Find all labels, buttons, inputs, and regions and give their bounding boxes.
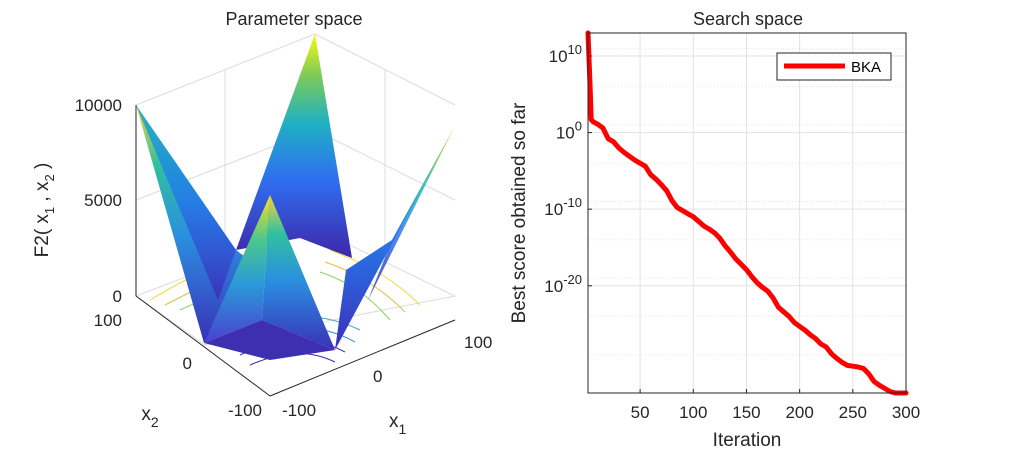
x2-axis-label: x2 <box>141 404 159 430</box>
z-tick: 0 <box>113 287 122 306</box>
x1-axis-label: x1 <box>389 411 407 437</box>
x-tick-label: 150 <box>732 403 760 422</box>
legend-label: BKA <box>851 59 881 76</box>
x-tick-label: 100 <box>679 403 707 422</box>
x2-tick: -100 <box>228 401 262 420</box>
x-tick-label: 200 <box>785 403 813 422</box>
surface-title: Parameter space <box>225 9 362 29</box>
y-axis-ticks: 1010 100 10-10 10-20 <box>544 42 592 296</box>
x-axis-label: Iteration <box>713 430 782 451</box>
z-axis-label: F2( x1 , x2 ) <box>32 163 57 258</box>
x1-tick: 100 <box>464 333 492 352</box>
x2-tick: 0 <box>183 354 192 373</box>
line-title: Search space <box>693 9 803 29</box>
y-tick-label: 100 <box>556 119 582 143</box>
x-tick-label: 300 <box>892 403 920 422</box>
y-tick-label: 10-20 <box>544 272 582 296</box>
x2-tick: 100 <box>94 311 122 330</box>
surface-mesh <box>136 34 455 360</box>
plot-border <box>587 32 907 394</box>
y-tick-label: 10-10 <box>544 195 582 219</box>
y-axis-label: Best score obtained so far <box>509 102 530 323</box>
x-tick-label: 250 <box>839 403 867 422</box>
x-tick-label: 50 <box>631 403 650 422</box>
x2-axis: 100 0 -100 x2 <box>94 295 271 430</box>
z-tick: 10000 <box>75 96 122 115</box>
x1-tick: 0 <box>373 367 382 386</box>
surface-plot: Parameter space <box>32 9 492 437</box>
z-tick: 5000 <box>84 191 122 210</box>
convergence-plot: Search space 50 100 150 200 250 300 101010010… <box>509 9 920 451</box>
legend: BKA <box>776 52 892 81</box>
x1-axis: -100 0 100 x1 <box>269 319 492 437</box>
y-tick-label: 1010 <box>549 42 582 66</box>
bka-series-line <box>585 30 909 396</box>
x-axis-ticks: 50 100 150 200 250 300 <box>631 389 920 422</box>
z-axis: 10000 5000 0 F2( x1 , x2 ) <box>32 96 137 306</box>
x1-tick: -100 <box>282 401 316 420</box>
